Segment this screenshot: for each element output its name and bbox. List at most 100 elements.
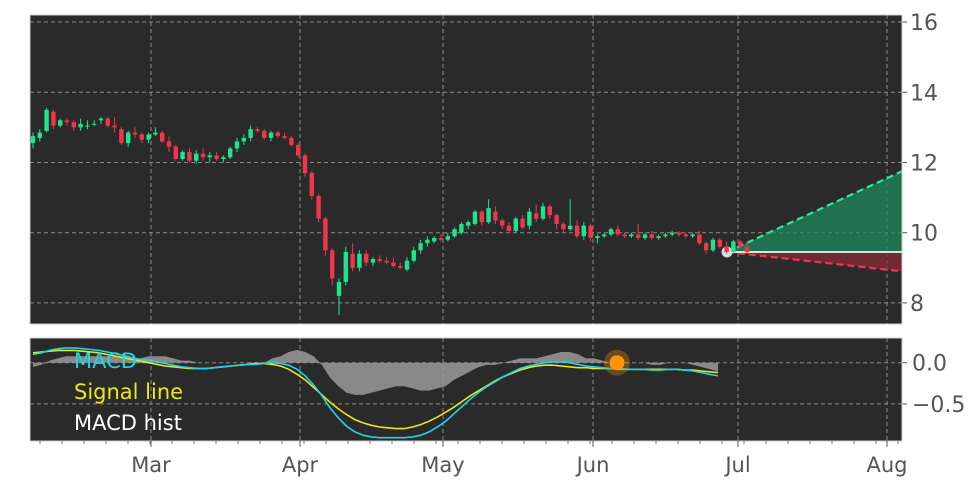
x-axis: Mar Apr May Jun Jul Aug xyxy=(39,441,908,477)
candle-body xyxy=(275,132,280,137)
candle-body xyxy=(262,130,267,138)
candle-body xyxy=(132,132,138,135)
candle-body xyxy=(200,153,206,158)
candle-body xyxy=(540,206,546,219)
candle-body xyxy=(534,213,539,219)
projection-lower-line xyxy=(726,250,903,273)
candle-body xyxy=(731,241,736,253)
candle-body xyxy=(520,218,525,228)
macd-lines xyxy=(32,347,719,439)
candle-body xyxy=(268,132,274,138)
price-panel-frame xyxy=(29,14,903,325)
candle-body xyxy=(724,246,729,253)
candle-body xyxy=(445,236,450,240)
candle-body xyxy=(459,223,464,233)
candle-body xyxy=(364,253,369,263)
projection-lower-fill xyxy=(727,252,902,272)
candle-body xyxy=(112,125,117,128)
candle-body xyxy=(418,243,423,251)
projection-upper-line xyxy=(726,170,903,254)
legend-macd-hist: MACD hist xyxy=(74,411,182,435)
candle-body xyxy=(554,215,559,224)
x-tick-jul: Jul xyxy=(723,453,750,477)
price-y-tick-label: 14 xyxy=(910,81,938,106)
macd-panel-background xyxy=(30,338,902,441)
candle-body xyxy=(228,148,233,158)
macd-panel-frame xyxy=(29,337,903,442)
price-y-tick-label: 12 xyxy=(910,151,938,176)
candle-body xyxy=(547,206,552,216)
candle-body xyxy=(636,234,641,238)
candle-body xyxy=(452,229,457,237)
candle-body xyxy=(105,118,110,126)
candle-body xyxy=(255,129,260,131)
candle-body xyxy=(214,155,219,159)
candle-body xyxy=(602,234,607,237)
price-y-axis: 8 10 12 14 16 xyxy=(902,11,938,317)
candle-body xyxy=(241,137,246,142)
macd-legend: MACD Signal line MACD hist xyxy=(74,349,183,435)
candle-body xyxy=(119,129,124,144)
candle-body xyxy=(432,237,437,242)
legend-macd: MACD xyxy=(74,349,137,373)
macd-marker xyxy=(604,349,630,376)
price-y-tick-label: 10 xyxy=(910,222,938,247)
candle-body xyxy=(629,234,634,237)
legend-signal-line: Signal line xyxy=(74,380,183,404)
candle-body xyxy=(78,123,83,128)
candle-body xyxy=(58,120,63,126)
candle-body xyxy=(377,259,382,261)
candle-body xyxy=(588,225,593,238)
candle-body xyxy=(649,234,654,238)
candle-body xyxy=(153,132,158,135)
candle-body xyxy=(466,222,471,226)
candle-body xyxy=(98,118,104,121)
candle-body xyxy=(139,134,144,140)
candle-body xyxy=(697,234,702,244)
candle-body xyxy=(37,132,42,138)
price-panel: 8 10 12 14 16 xyxy=(29,11,938,325)
candle-body xyxy=(30,136,36,144)
candle-body xyxy=(404,260,410,270)
candle-body xyxy=(207,155,212,158)
candle-body xyxy=(302,155,308,174)
candle-body xyxy=(350,253,355,268)
candle-body xyxy=(234,141,240,149)
macd-y-tick-label: 0.0 xyxy=(912,352,947,377)
candle-body xyxy=(513,218,518,231)
candle-body xyxy=(642,234,648,238)
x-tick-mar: Mar xyxy=(131,453,171,477)
macd-panel: MACD Signal line MACD hist 0.0 −0.5 xyxy=(29,337,965,442)
candle-body xyxy=(568,225,573,230)
candle-body xyxy=(126,132,131,144)
candle-body xyxy=(316,195,321,219)
candle-body xyxy=(472,211,478,224)
candle-body xyxy=(166,141,172,147)
candle-body xyxy=(309,173,314,196)
x-tick-may: May xyxy=(421,453,464,477)
candle-body xyxy=(615,229,620,235)
candle-body xyxy=(690,234,695,237)
candle-body xyxy=(683,234,688,237)
candle-body xyxy=(92,123,97,125)
candle-body xyxy=(391,262,396,267)
macd-histogram xyxy=(33,349,718,395)
x-tick-apr: Apr xyxy=(282,453,319,477)
candle-body xyxy=(194,153,199,161)
candle-body xyxy=(622,234,627,237)
candle-body xyxy=(336,281,342,296)
candle-body xyxy=(180,151,185,159)
candle-body xyxy=(411,250,416,261)
candle-body xyxy=(506,225,512,231)
x-tick-jun: Jun xyxy=(575,453,610,477)
price-gridlines xyxy=(30,15,902,324)
candle-body xyxy=(173,146,178,159)
candle-body xyxy=(248,129,253,138)
candle-body xyxy=(425,239,430,244)
candle-body xyxy=(438,237,444,240)
price-y-tick-label: 8 xyxy=(910,292,924,317)
candle-body xyxy=(44,109,49,131)
candle-body xyxy=(187,151,192,161)
candle-body xyxy=(85,125,90,127)
